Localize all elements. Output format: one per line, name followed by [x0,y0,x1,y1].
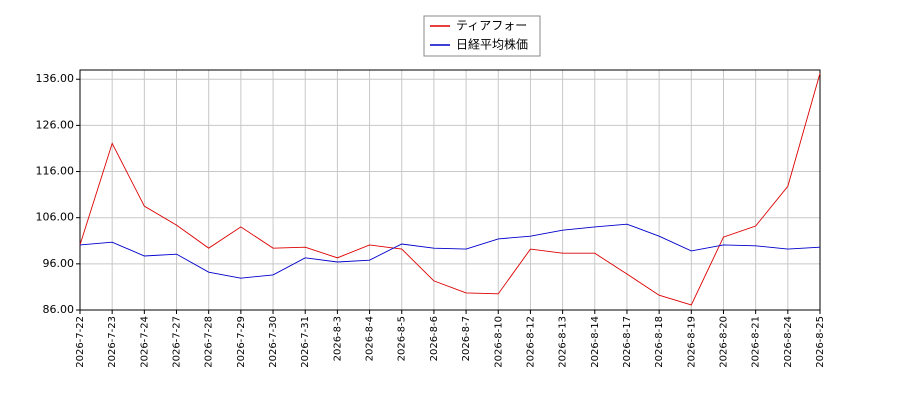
x-tick-label: 2026-8-10 [493,316,504,368]
x-tick-label: 2026-8-4 [365,316,376,361]
x-tick-label: 2026-7-29 [236,316,247,368]
x-tick-label: 2026-8-3 [332,316,343,361]
x-tick-label: 2026-7-22 [75,316,86,368]
y-tick-label: 136.00 [36,72,75,85]
line-series [79,223,821,279]
y-tick-label: 126.00 [36,118,75,131]
plot-area [80,70,820,310]
x-tick-label: 2026-8-25 [815,316,826,368]
x-tick-label: 2026-8-12 [525,316,536,368]
x-tick-label: 2026-7-24 [139,316,150,368]
axes-frame [79,69,821,311]
x-tick-label: 2026-8-7 [461,316,472,361]
y-tick-label: 116.00 [36,165,75,178]
x-tick-label: 2026-8-5 [397,316,408,361]
y-tick-label: 86.00 [43,303,75,316]
legend-box [423,15,541,57]
x-tick-label: 2026-8-17 [622,316,633,368]
x-tick-label: 2026-8-24 [783,316,794,368]
y-tick-label: 106.00 [36,211,75,224]
x-tick-label: 2026-7-23 [107,316,118,368]
x-tick-label: 2026-8-14 [590,316,601,368]
x-tick-label: 2026-8-21 [751,316,762,368]
legend-label: ティアフォー [456,19,527,33]
x-tick-label: 2026-7-30 [268,316,279,368]
y-tick-label: 96.00 [43,257,75,270]
legend-label: 日経平均株価 [456,37,528,52]
line-series [79,73,821,306]
x-tick-label: 2026-8-6 [429,316,440,361]
x-tick-label: 2026-7-28 [204,316,215,368]
x-tick-label: 2026-8-13 [558,316,569,368]
x-tick-label: 2026-8-19 [686,316,697,368]
x-tick-label: 2026-8-18 [654,316,665,368]
x-tick-label: 2026-7-27 [172,316,183,368]
x-tick-label: 2026-8-20 [718,316,729,368]
x-tick-label: 2026-7-31 [300,316,311,368]
